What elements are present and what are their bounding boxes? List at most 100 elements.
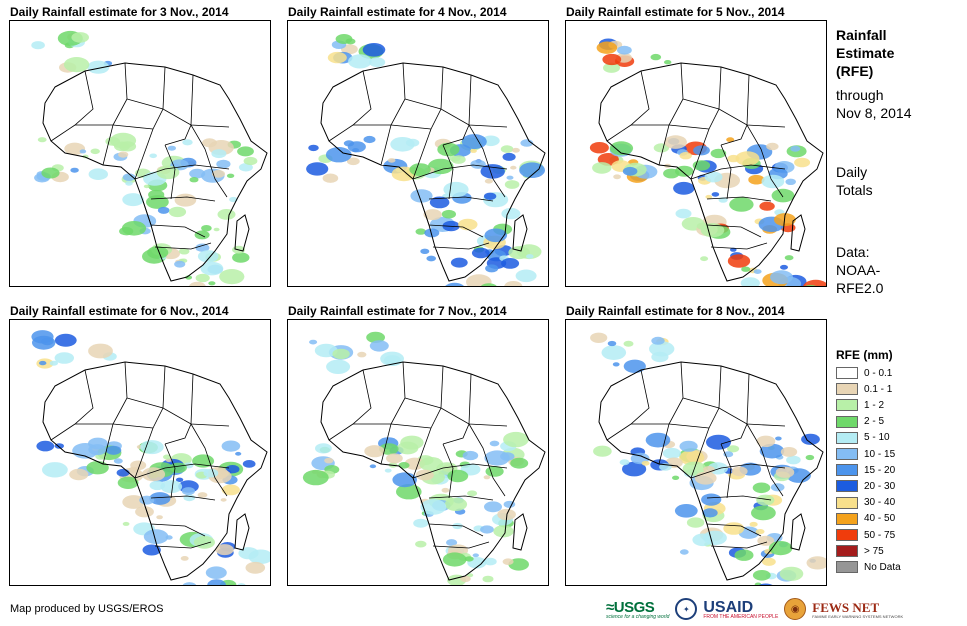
rainfall-patch [609,141,634,156]
country-border [404,397,508,427]
country-border [190,423,228,497]
rainfall-patch [785,178,796,185]
rainfall-patch [503,431,529,448]
rainfall-patch [205,566,227,579]
rainfall-patch [480,525,494,534]
rainfall-patch [369,57,386,68]
rainfall-patch [39,360,47,366]
legend-label: 40 - 50 [864,513,896,525]
country-border [134,463,230,479]
rainfall-patch [622,461,647,477]
rainfall-patch [500,452,515,461]
rainfall-patch [219,269,245,285]
rainfall-patch [510,457,529,469]
country-border [150,196,216,202]
country-border [353,124,432,130]
rainfall-patch [31,41,45,50]
africa-coastline [42,361,268,581]
legend-item: 2 - 5 [836,415,884,429]
rainfall-patch [36,440,55,452]
rainfall-patch [245,561,266,574]
through-label: through [836,87,884,103]
fews-logo-text: FEWS NET [812,599,880,615]
country-border [720,74,750,146]
country-border [706,196,772,202]
rainfall-patch [364,445,385,458]
rainfall-patch [105,137,120,146]
rainfall-patch [189,168,206,179]
rainfall-patch [306,162,329,176]
country-border [190,124,228,198]
rainfall-patch [225,465,240,474]
rainfall-patch [308,144,319,152]
rainfall-patch [501,258,520,269]
rainfall-patch [483,192,497,200]
rainfall-patch [122,495,146,509]
rainfall-patch [37,137,47,143]
rainfall-patch [748,174,765,185]
rainfall-patch [156,515,163,520]
daily-label: Daily [836,164,868,180]
rainfall-map-panel-1 [9,20,271,287]
rainfall-patch [780,447,798,457]
rainfall-patch [141,467,166,482]
rainfall-patch [41,337,54,346]
rainfall-patch [484,501,502,513]
rainfall-patch [181,487,195,496]
rainfall-patch [79,149,87,154]
rainfall-patch [326,359,351,374]
rainfall-patch [217,209,236,220]
country-border [102,361,128,465]
legend-swatch [836,383,858,396]
legend-item: 30 - 40 [836,496,895,510]
rainfall-patch [770,483,785,492]
rainfall-patch [396,484,422,500]
rainfall-patch [589,142,609,154]
rainfall-patch [780,264,788,270]
legend-label: 0.1 - 1 [864,383,893,395]
rainfall-patch [113,458,123,464]
legend-swatch [836,561,858,574]
rainfall-patch [398,462,410,469]
country-border [690,66,722,180]
legend-label: 0 - 0.1 [864,367,893,379]
madagascar-outline [790,513,806,551]
rainfall-patch [327,51,347,64]
legend-item: 20 - 30 [836,479,895,493]
panel-title-1: Daily Rainfall estimate for 3 Nov., 2014 [10,5,229,19]
rainfall-patch [501,207,521,220]
rainfall-patch [775,436,782,441]
legend-item: 0.1 - 1 [836,382,892,396]
rainfall-patch [710,148,727,159]
data-label: Data: [836,244,870,260]
rainfall-patch [641,460,650,466]
heading-rfe: (RFE) [836,63,874,79]
rainfall-patch [366,331,385,343]
rainfall-patch [515,269,537,283]
rainfall-patch [483,475,491,480]
legend-swatch [836,431,858,444]
rainfall-patch [200,261,224,276]
rainfall-patch [471,247,490,259]
rainfall-patch [156,165,180,180]
legend-item: 0 - 0.1 [836,366,892,380]
rainfall-patch [775,466,795,478]
rainfall-patch [472,553,479,558]
rainfall-patch [673,181,695,195]
rainfall-patch [380,351,404,366]
rainfall-patch [596,41,618,54]
africa-coastline [42,62,268,282]
country-border [658,62,684,166]
country-border [412,463,508,479]
madagascar-outline [512,214,528,252]
rainfall-patch [766,142,779,151]
rainfall-patch [502,152,516,161]
legend-swatch [836,367,858,379]
rainfall-patch [69,468,89,481]
rainfall-patch [221,484,240,496]
rainfall-patch [309,339,318,345]
country-border [50,70,94,142]
heading-estimate: Estimate [836,45,895,61]
through-date: Nov 8, 2014 [836,105,912,121]
rainfall-patch [759,201,775,211]
